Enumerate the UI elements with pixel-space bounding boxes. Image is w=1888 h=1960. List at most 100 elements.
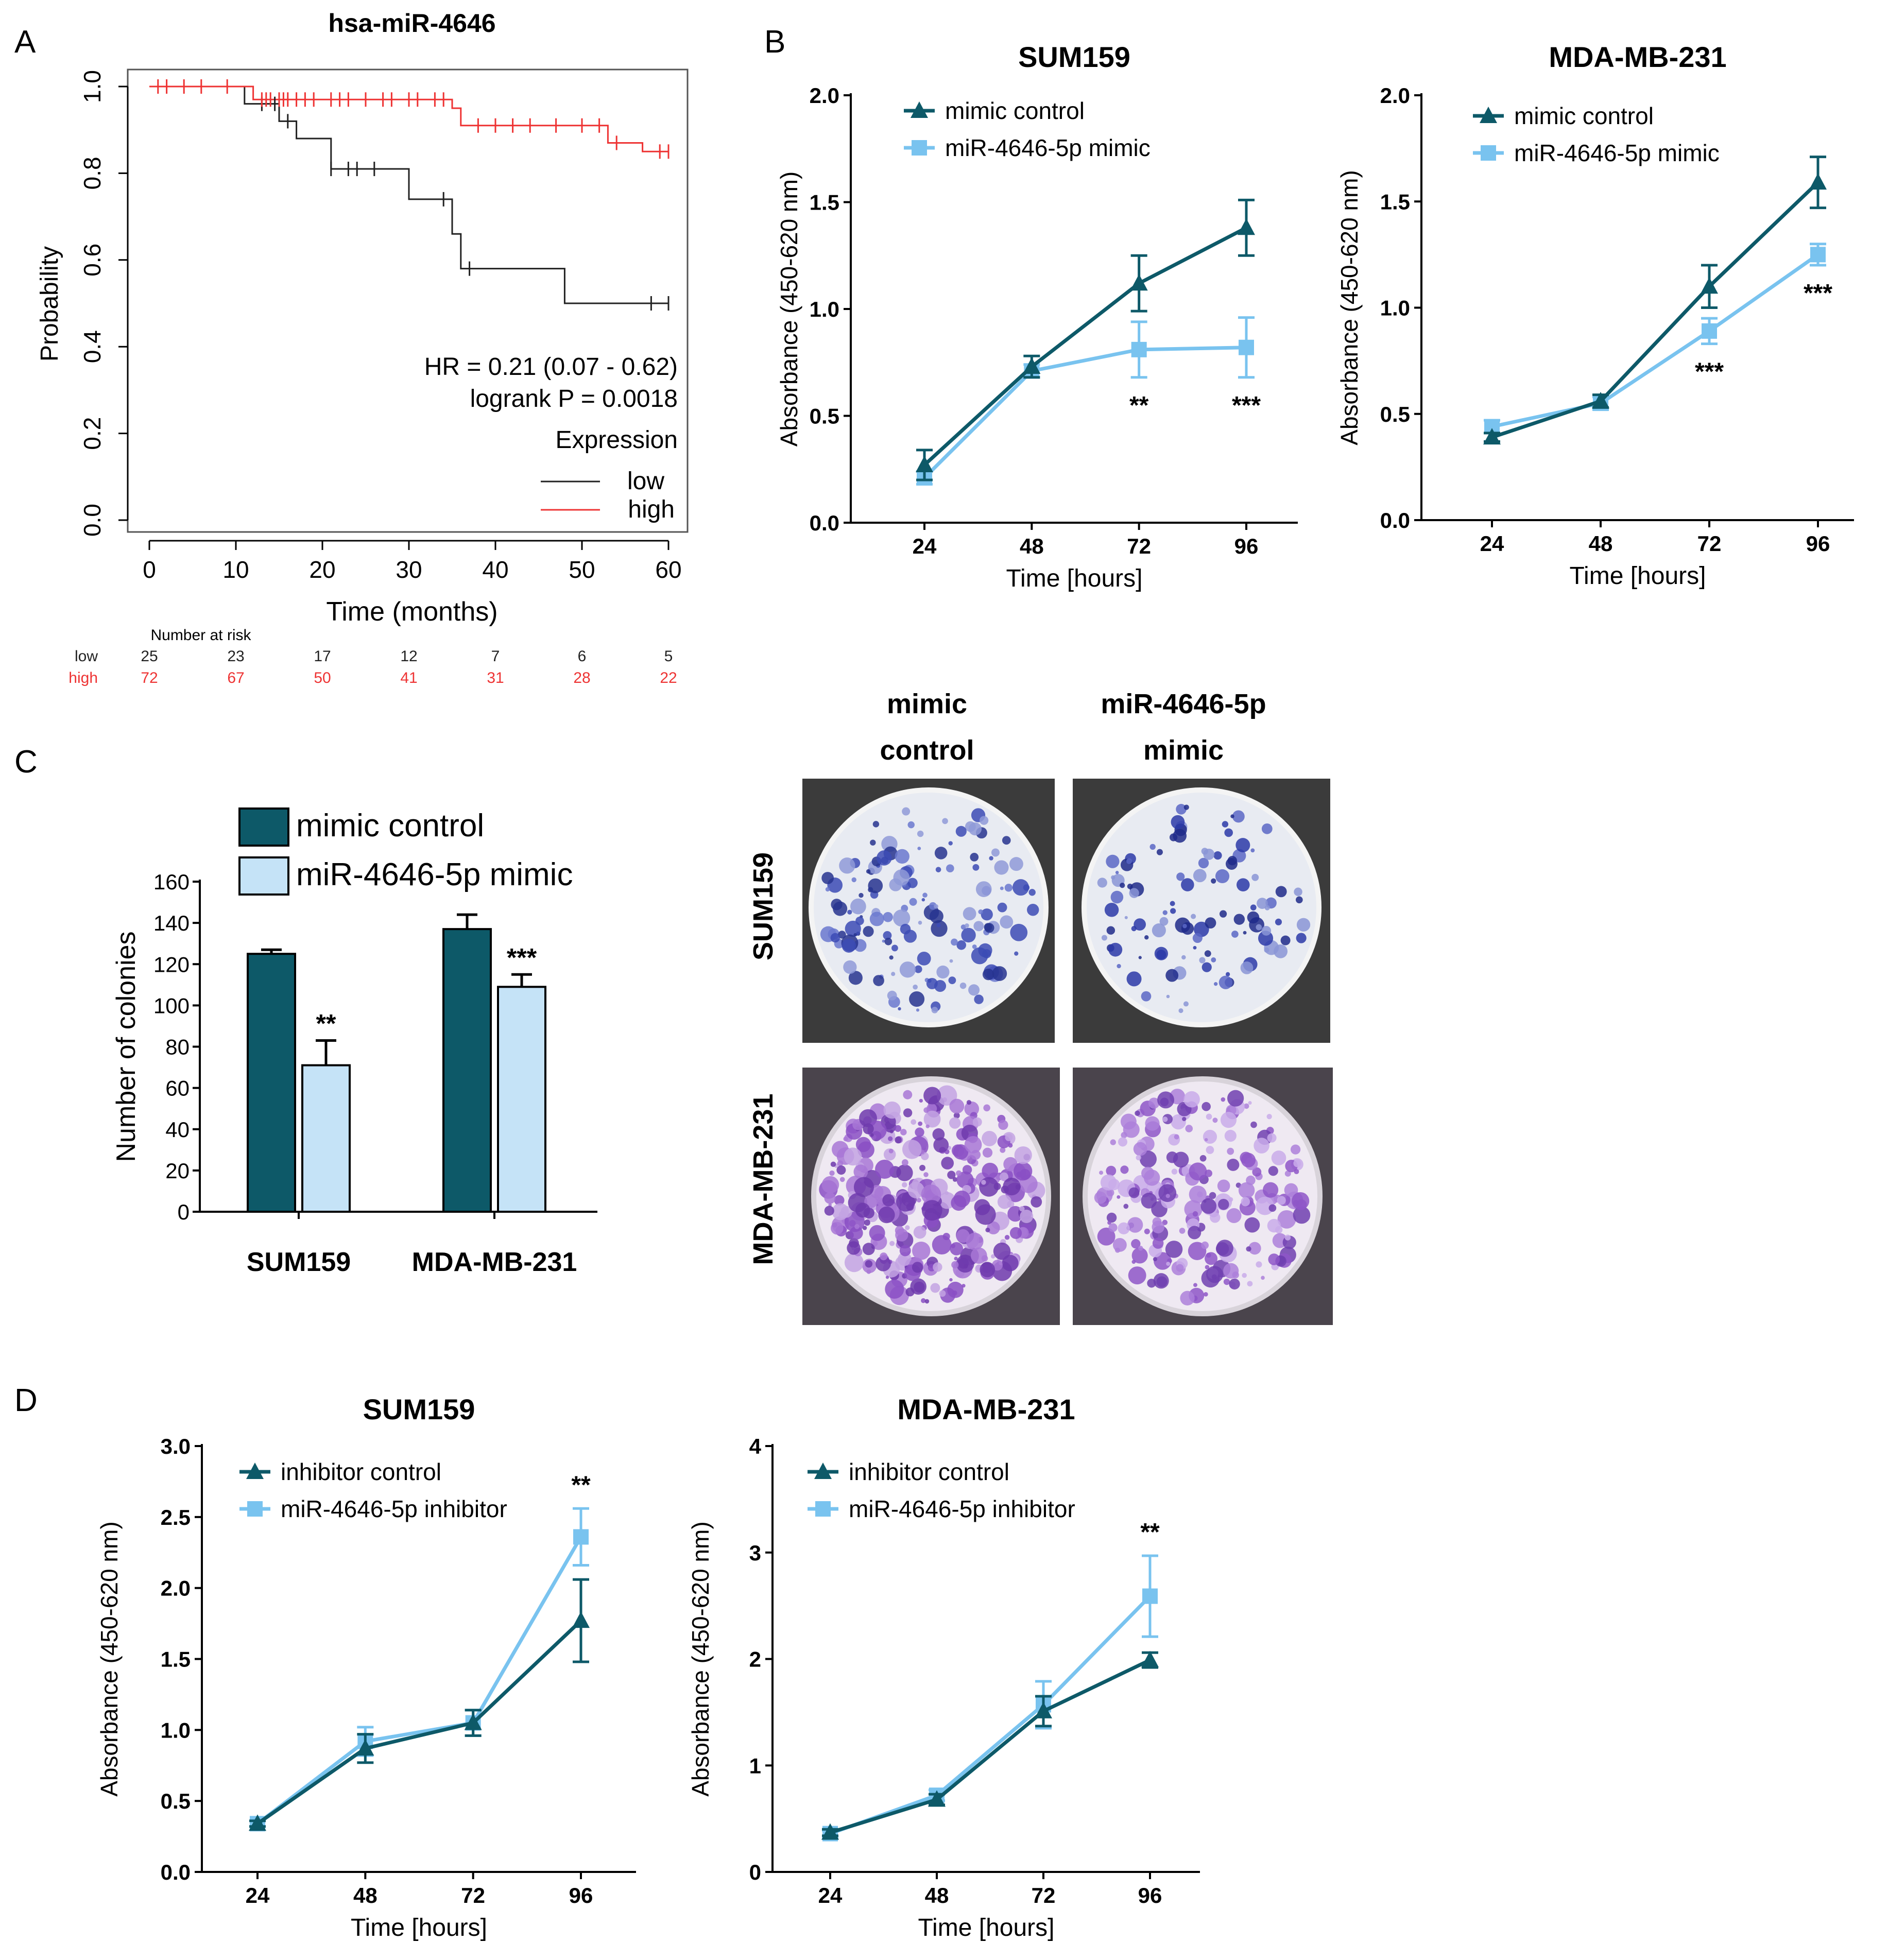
colony-dot — [956, 1171, 974, 1189]
colony-dot — [916, 1197, 921, 1202]
colony-dot — [1261, 925, 1272, 936]
colony-dot — [1268, 1253, 1280, 1265]
colony-dot — [831, 1222, 844, 1235]
colony-dot — [1147, 1279, 1156, 1288]
data-point-triangle — [356, 1739, 374, 1756]
colony-dot — [1189, 1162, 1207, 1181]
colony-dot — [1266, 1114, 1272, 1120]
km-y-tick-label: 0.8 — [79, 157, 106, 190]
km-risk-value: 28 — [573, 669, 590, 686]
legend-label: miR-4646-5p mimic — [945, 134, 1151, 161]
colony-dot — [888, 1148, 894, 1154]
colony-dot — [876, 1256, 891, 1271]
colony-dot — [973, 921, 984, 932]
colony-dot — [1294, 887, 1302, 897]
legend-label: miR-4646-5p inhibitor — [849, 1495, 1075, 1522]
colony-dot — [872, 821, 880, 828]
data-point-triangle — [249, 1814, 266, 1831]
colony-dot — [1152, 1237, 1164, 1249]
colony-dot — [1182, 923, 1187, 929]
colony-dot — [1257, 898, 1268, 909]
colony-header-mimic-line1: miR-4646-5p — [1101, 689, 1266, 719]
colony-dot — [956, 1170, 962, 1176]
x-tick-label: 72 — [1697, 531, 1722, 556]
colony-dot — [998, 1120, 1008, 1130]
colony-dot — [1166, 994, 1170, 999]
colony-dot — [1238, 1182, 1255, 1199]
km-risk-high-label: high — [68, 669, 98, 686]
km-x-tick-label: 30 — [396, 556, 422, 583]
x-tick-label: 24 — [1480, 531, 1504, 556]
data-point-triangle — [1701, 277, 1718, 294]
colony-dot — [1256, 924, 1262, 931]
colony-dot — [1012, 879, 1029, 896]
colony-dot — [830, 933, 840, 943]
km-risk-value: 23 — [227, 648, 244, 665]
colony-dot — [1203, 1129, 1217, 1144]
data-point-triangle — [1023, 357, 1041, 374]
data-point-square — [1131, 341, 1147, 357]
y-tick-label: 0.0 — [810, 511, 839, 535]
colony-dot — [1244, 1103, 1249, 1109]
colony-dot — [1295, 896, 1303, 904]
chart-title: MDA-MB-231 — [897, 1393, 1075, 1425]
y-tick-label: 1.5 — [810, 191, 839, 215]
colony-dot — [951, 1261, 959, 1269]
y-tick-label: 100 — [153, 993, 190, 1018]
x-axis-label: Time [hours] — [351, 1914, 487, 1941]
km-x-tick-label: 60 — [655, 556, 681, 583]
colony-dot — [898, 1007, 901, 1011]
colony-dot — [1141, 991, 1152, 1002]
colony-dot — [1133, 1142, 1147, 1156]
colony-dot — [891, 972, 896, 976]
colony-dot — [1003, 1177, 1021, 1196]
panel-label-b: B — [764, 24, 785, 60]
colony-row-label-mda: MDA-MB-231 — [748, 1093, 779, 1265]
colony-dot — [882, 1194, 895, 1207]
colony-dot — [913, 984, 918, 990]
colony-dot — [1166, 1262, 1171, 1266]
colony-dot — [972, 864, 980, 871]
colony-dot — [853, 1164, 868, 1179]
well-sum159-mimic — [1082, 787, 1321, 1027]
colony-dot — [1120, 1165, 1129, 1174]
colony-dot — [1247, 1281, 1253, 1287]
km-risk-value: 17 — [314, 648, 331, 665]
km-censor-marks — [157, 79, 670, 311]
colony-dot — [1227, 1158, 1240, 1171]
colony-dot — [1271, 1150, 1286, 1165]
colony-dot — [1205, 1265, 1210, 1270]
colony-dot — [968, 984, 980, 996]
y-tick-label: 120 — [153, 952, 190, 976]
colony-dot — [1258, 931, 1274, 946]
colony-dot — [1223, 1263, 1239, 1279]
colony-dot — [1241, 1197, 1250, 1207]
km-y-tick-label: 0.2 — [79, 417, 106, 450]
colony-dot — [1158, 1184, 1177, 1202]
chart-title: MDA-MB-231 — [1549, 41, 1726, 73]
x-tick-label: 96 — [1806, 531, 1830, 556]
colony-dot — [1227, 1147, 1234, 1155]
colony-dot — [1204, 950, 1211, 957]
x-tick-label: 96 — [1234, 534, 1259, 558]
colony-dot — [1199, 1155, 1207, 1162]
colony-dot — [842, 938, 856, 953]
colony-dot — [941, 1157, 954, 1170]
colony-dot — [1110, 890, 1124, 904]
colony-dot — [1114, 1247, 1121, 1253]
colonies-mda-mimic — [1094, 1089, 1311, 1305]
colony-dot — [934, 847, 948, 859]
colony-dot — [909, 991, 925, 1007]
colony-dot — [974, 994, 984, 1004]
colony-dot — [889, 1129, 894, 1133]
colony-dot — [1225, 972, 1230, 977]
colony-dot — [980, 1262, 996, 1278]
km-risk-value: 12 — [400, 648, 417, 665]
colony-dot — [1199, 957, 1206, 964]
colony-dot — [875, 1159, 895, 1179]
colony-dot — [1217, 1179, 1230, 1193]
colony-dot — [887, 1136, 893, 1141]
colony-dot — [1267, 1218, 1281, 1233]
legend-marker — [911, 101, 928, 118]
legend-marker — [912, 140, 927, 156]
